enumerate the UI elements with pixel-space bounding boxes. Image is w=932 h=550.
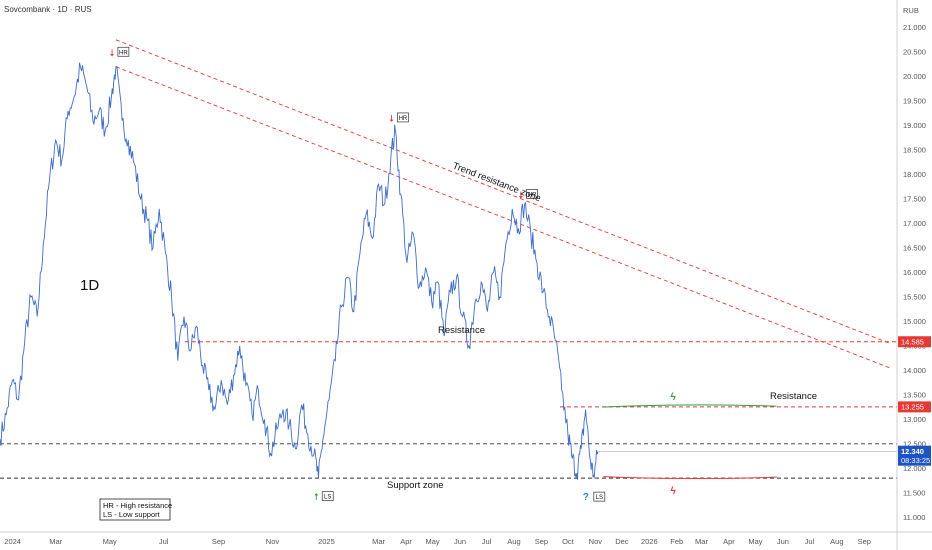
support-zone-label: Support zone (387, 480, 444, 491)
question-mark-icon: ? (583, 492, 589, 503)
legend-hr: HR - High resistance (103, 501, 172, 510)
y-tick-label: 12.500 (903, 439, 926, 448)
x-tick-label: Mar (695, 537, 708, 546)
bullish-projection-line (603, 404, 777, 408)
x-tick-label: May (425, 537, 439, 546)
x-axis[interactable]: 2024 Mar May Jul Sep Nov 2025 Mar Apr May Jun Jul Au… (0, 531, 932, 546)
hr-box (397, 112, 409, 123)
y-tick-label: 20.500 (903, 48, 926, 57)
hr-arrow-icon: ⭣ (388, 113, 394, 123)
y-tick-label: 19.500 (903, 97, 926, 106)
x-tick-label: Apr (723, 537, 735, 546)
x-tick-label: Jul (159, 537, 169, 546)
x-tick-label: 2025 (318, 537, 335, 546)
hr-marker-3: ⭣ HR (518, 189, 538, 200)
y-tick-label: 11.000 (903, 513, 925, 522)
legend-box: HR - High resistance LS - Low support (99, 498, 172, 521)
x-tick-label: Jun (454, 537, 466, 546)
hr-marker-1: ⭣ HR (109, 46, 130, 58)
y-tick-label: 17.000 (903, 219, 926, 228)
annotations: ϟ ϟ ⭣ HR ⭣ HR ⭣ HR ⭡ LS? LS (109, 46, 777, 503)
hr-box (117, 46, 130, 57)
bar-countdown: 08:33:25 (901, 456, 930, 465)
price-series-line[interactable] (0, 62, 599, 480)
ls-arrow-icon: ⭡ (313, 492, 319, 502)
resistance-label-mid: Resistance (438, 325, 485, 336)
ls-marker-1: ⭡ LS (313, 491, 334, 502)
y-tick-label: 16.000 (903, 268, 926, 277)
chart-title: Sovcombank · 1D · RUS (4, 5, 92, 14)
y-tick-label: 13.000 (903, 415, 926, 424)
trend-line-2 (115, 66, 891, 369)
x-tick-label: Sep (535, 537, 548, 546)
bearish-bolt-icon: ϟ (671, 486, 677, 497)
x-tick-label: Mar (49, 537, 62, 546)
ls-box-2 (593, 491, 606, 502)
timeframe-label: 1D (80, 277, 99, 294)
legend-ls: LS - Low support (103, 510, 161, 519)
plot-area (0, 39, 897, 480)
price-tag-14585: 14.585 (901, 337, 924, 346)
x-tick-label: May (748, 537, 762, 546)
y-tick-label: 12.000 (903, 464, 926, 473)
y-tick-label: 16.500 (903, 243, 926, 252)
legend-frame (99, 498, 171, 521)
y-tick-label: 15.500 (903, 292, 926, 301)
price-tag-13255-bg (898, 401, 931, 413)
x-tick-label: Nov (589, 537, 603, 546)
x-tick-label: Sep (212, 537, 225, 546)
hr-arrow-icon: ⭣ (109, 48, 115, 58)
ls-label-2: LS (596, 495, 603, 501)
x-tick-label: Oct (562, 537, 575, 546)
x-tick-label: Mar (372, 537, 385, 546)
y-tick-label: 15.000 (903, 317, 926, 326)
y-tick-label: 19.000 (903, 121, 926, 130)
y-tick-label: 18.500 (903, 146, 926, 155)
currency-label: RUB (903, 6, 919, 15)
trend-line-1 (115, 39, 891, 344)
x-tick-label: Jul (805, 537, 815, 546)
x-tick-label: Aug (830, 537, 843, 546)
bullish-bolt-icon: ϟ (671, 392, 677, 403)
ls-box (321, 491, 334, 501)
hr-label: HR (528, 192, 537, 198)
y-tick-label: 17.500 (903, 194, 926, 203)
x-tick-label: Sep (858, 537, 871, 546)
y-tick-label: 14.000 (903, 366, 926, 375)
hr-label: HR (119, 50, 128, 56)
y-tick-label: 18.000 (903, 170, 926, 179)
hr-arrow-icon: ⭣ (518, 190, 524, 200)
x-tick-label: Jul (482, 537, 492, 546)
current-price-tag-bg (898, 445, 931, 466)
price-tag-13255: 13.255 (901, 402, 924, 411)
y-tick-label: 20.000 (903, 72, 926, 81)
x-tick-label: Apr (400, 537, 412, 546)
hr-marker-2: ⭣ HR (388, 112, 409, 123)
hr-box (526, 189, 538, 199)
x-tick-label: Nov (266, 537, 280, 546)
y-tick-label: 13.500 (903, 390, 926, 399)
x-tick-label: May (103, 537, 117, 546)
x-tick-label: Jun (777, 537, 789, 546)
resistance-label-right: Resistance (770, 391, 817, 402)
ls-label: LS (324, 495, 331, 501)
x-tick-label: 2026 (641, 537, 658, 546)
x-tick-label: 2024 (4, 537, 21, 546)
x-tick-label: Dec (615, 537, 629, 546)
y-tick-label: 21.000 (903, 23, 926, 32)
price-tag-14585-bg (898, 336, 931, 348)
x-tick-label: Aug (507, 537, 520, 546)
x-tick-label: Feb (670, 537, 683, 546)
y-tick-label: 11.500 (903, 488, 925, 497)
bearish-projection-line (603, 476, 777, 480)
current-price-tag: 12.340 (901, 447, 924, 456)
hr-label: HR (399, 116, 408, 122)
